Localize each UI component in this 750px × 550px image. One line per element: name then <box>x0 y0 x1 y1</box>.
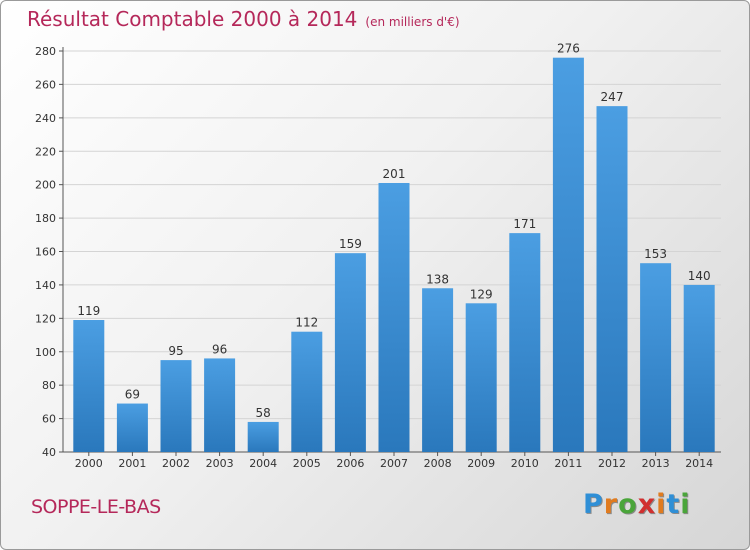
bar <box>204 358 236 452</box>
data-label: 138 <box>426 272 449 286</box>
y-tick-label: 200 <box>35 179 56 192</box>
bar <box>683 284 715 452</box>
bar <box>640 263 672 452</box>
bar <box>596 106 628 452</box>
y-tick-label: 100 <box>35 346 56 359</box>
data-label: 201 <box>383 167 406 181</box>
logo-letter: r <box>603 489 619 520</box>
y-tick-label: 120 <box>35 312 56 325</box>
data-label: 119 <box>77 304 100 318</box>
bar <box>291 331 323 452</box>
y-tick-label: 220 <box>35 145 56 158</box>
chart-title-text: Résultat Comptable 2000 à 2014 <box>27 7 358 31</box>
chart-subtitle: (en milliers d'€) <box>365 15 460 29</box>
bar <box>465 303 497 452</box>
data-label: 153 <box>644 247 667 261</box>
data-label: 140 <box>688 269 711 283</box>
x-tick-label: 2007 <box>380 457 408 470</box>
y-tick-label: 180 <box>35 212 56 225</box>
x-tick-label: 2001 <box>118 457 146 470</box>
logo-letter: o <box>618 489 638 520</box>
logo-letter: i <box>656 489 667 520</box>
logo-letter: P <box>583 489 604 520</box>
logo-letter: i <box>680 489 691 520</box>
x-tick-label: 2002 <box>162 457 190 470</box>
chart-title: Résultat Comptable 2000 à 2014 (en millie… <box>27 7 460 31</box>
bar <box>247 421 279 452</box>
y-tick-label: 260 <box>35 78 56 91</box>
y-tick-label: 40 <box>42 446 56 459</box>
data-label: 112 <box>295 316 318 330</box>
data-label: 159 <box>339 237 362 251</box>
x-tick-label: 2010 <box>511 457 539 470</box>
data-label: 69 <box>125 388 140 402</box>
y-tick-label: 140 <box>35 279 56 292</box>
bar <box>334 253 366 452</box>
data-label: 129 <box>470 287 493 301</box>
x-tick-label: 2000 <box>75 457 103 470</box>
bar <box>116 403 148 452</box>
y-tick-label: 80 <box>42 379 56 392</box>
y-tick-label: 160 <box>35 246 56 259</box>
bar <box>552 57 584 452</box>
bar <box>378 182 410 452</box>
data-label: 171 <box>513 217 536 231</box>
x-tick-label: 2004 <box>249 457 277 470</box>
y-tick-label: 60 <box>42 413 56 426</box>
x-tick-label: 2005 <box>293 457 321 470</box>
x-tick-label: 2013 <box>642 457 670 470</box>
commune-name: SOPPE-LE-BAS <box>31 496 161 518</box>
x-tick-label: 2003 <box>206 457 234 470</box>
x-tick-label: 2009 <box>467 457 495 470</box>
bar <box>160 360 192 452</box>
proxiti-logo: Proxiti <box>583 489 691 520</box>
logo-letter: t <box>666 489 681 520</box>
data-label: 95 <box>168 344 183 358</box>
data-label: 58 <box>256 406 271 420</box>
logo-letter: x <box>637 489 657 520</box>
x-tick-label: 2011 <box>554 457 582 470</box>
y-tick-label: 280 <box>35 45 56 58</box>
bar <box>509 233 541 452</box>
x-tick-label: 2014 <box>685 457 713 470</box>
y-tick-label: 240 <box>35 112 56 125</box>
data-label: 276 <box>557 42 580 56</box>
data-label: 247 <box>601 90 624 104</box>
x-tick-label: 2008 <box>424 457 452 470</box>
x-tick-label: 2006 <box>336 457 364 470</box>
data-label: 96 <box>212 342 227 356</box>
x-tick-label: 2012 <box>598 457 626 470</box>
bar <box>73 320 105 452</box>
bar <box>422 288 454 452</box>
